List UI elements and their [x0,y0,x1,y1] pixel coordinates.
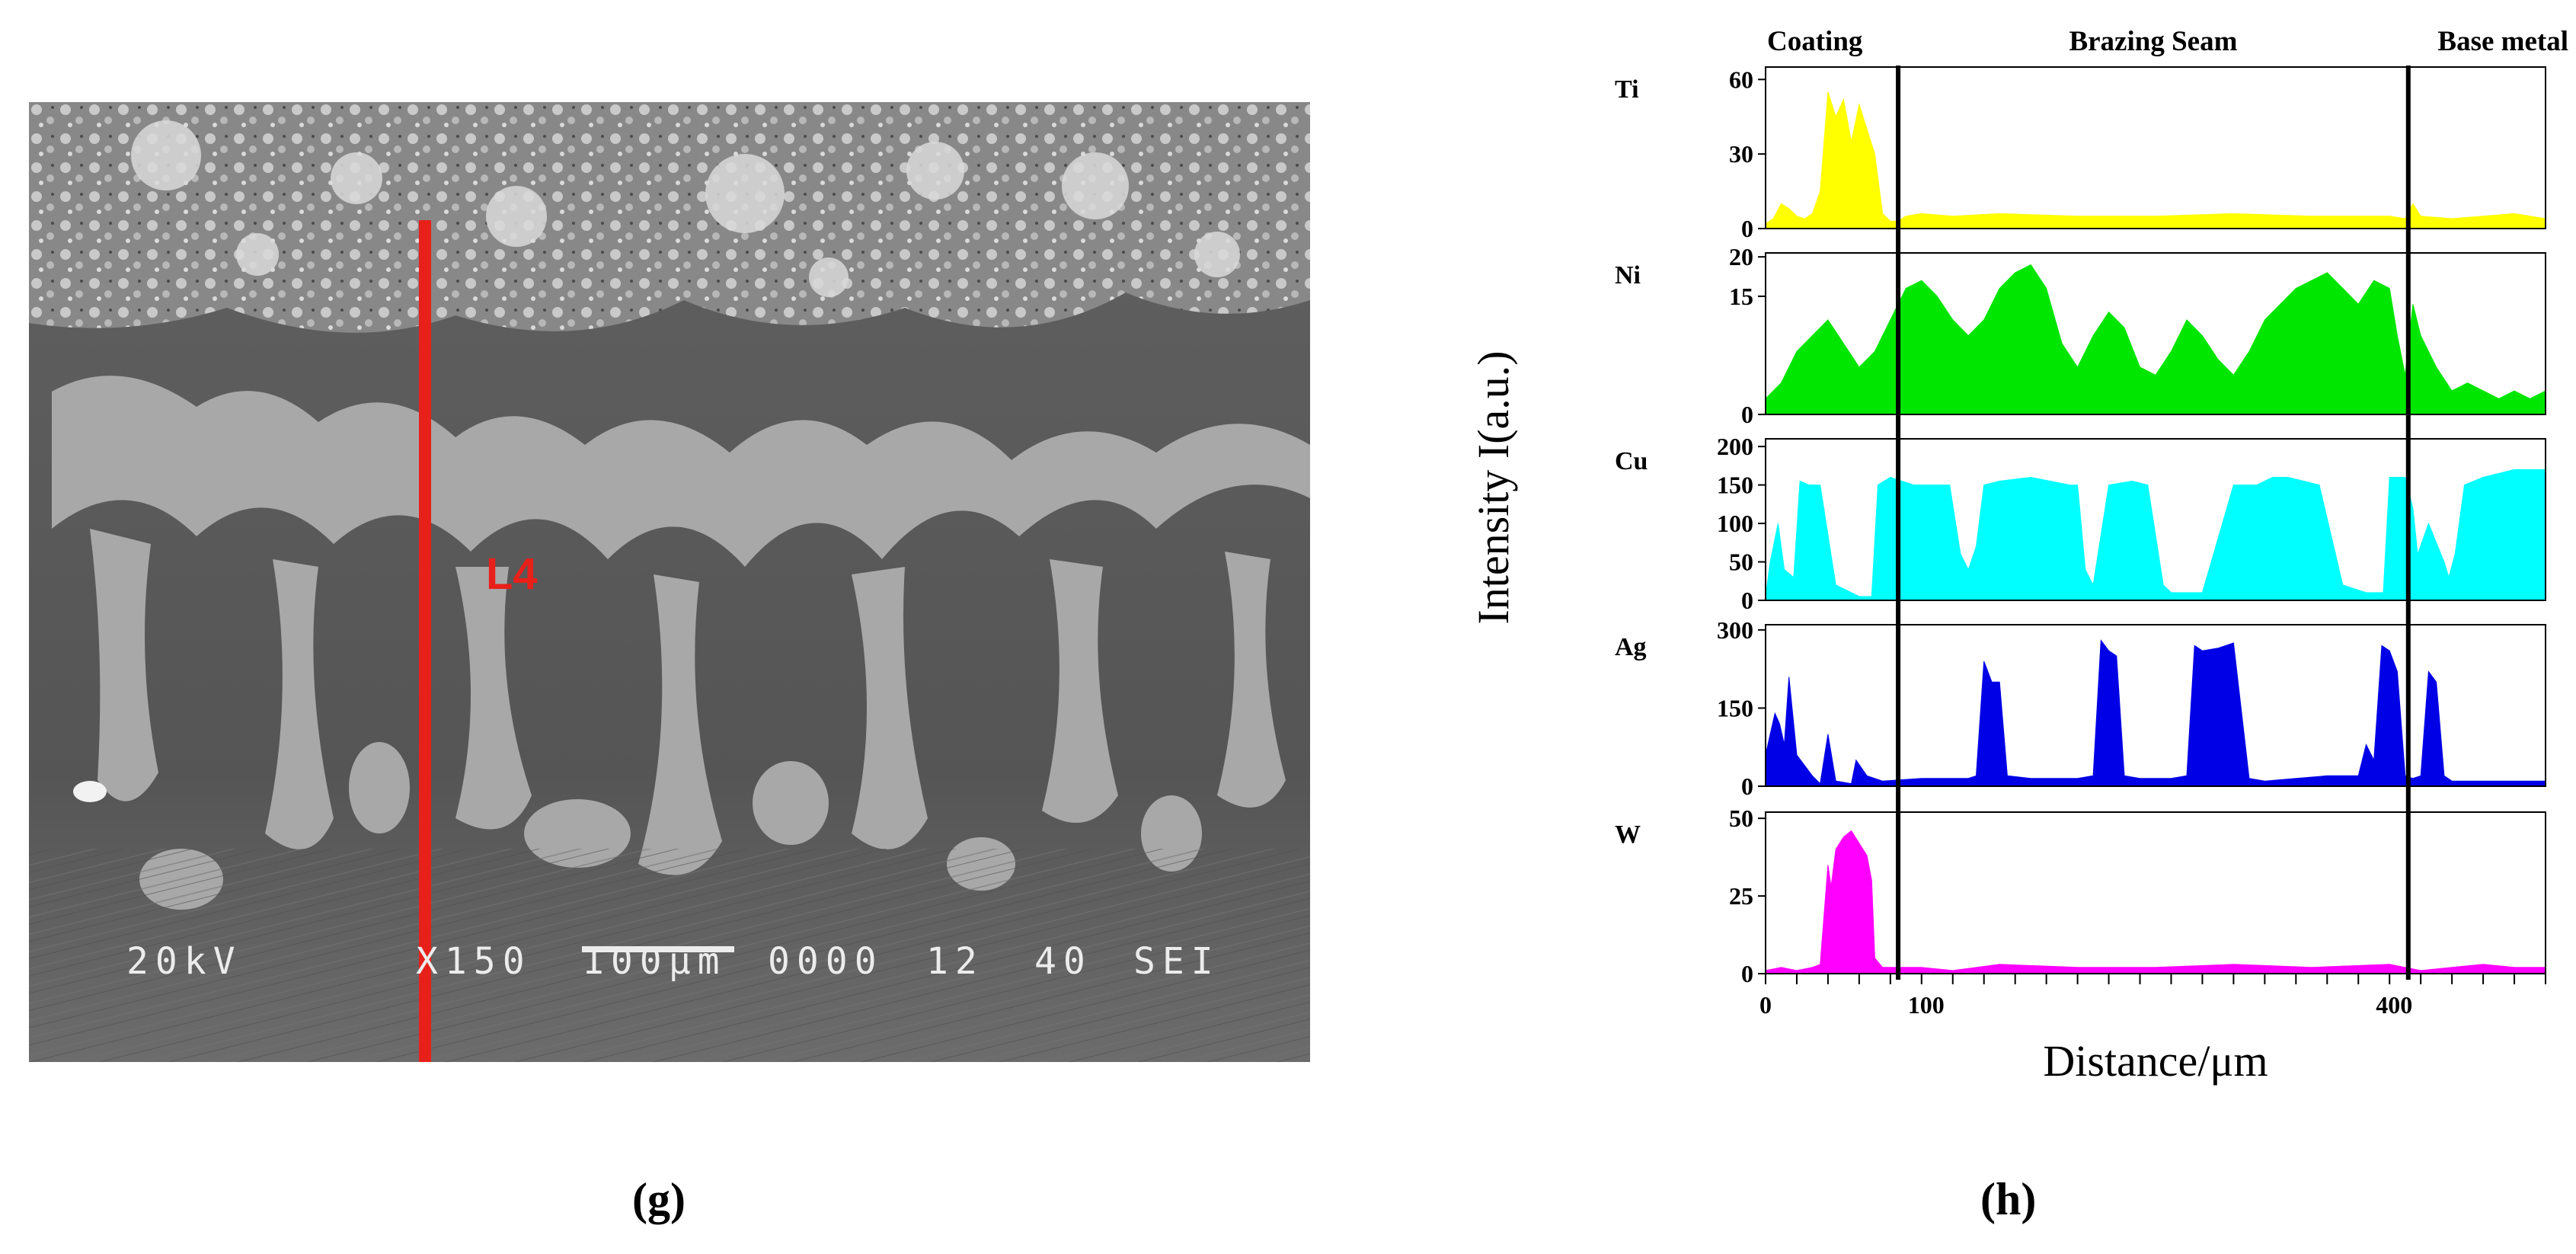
ytick-label-cu: 50 [1729,549,1753,576]
ytick-label-ni: 0 [1741,401,1753,428]
sem-micrograph: L4 20kV X150 100µm 0000 12 40 SEI [29,102,1310,1062]
series-ag-area [1765,639,2546,787]
panel-label-h: (h) [1980,1174,2037,1224]
scan-line [419,220,431,1062]
xtick-label: 400 [2376,991,2412,1019]
xtick-label: 100 [1908,991,1945,1019]
ytick-label-ni: 15 [1729,283,1753,310]
ytick-label-ti: 30 [1729,140,1753,168]
element-label-ni: Ni [1615,261,1641,290]
panel-label-g: (g) [632,1174,686,1224]
element-label-cu: Cu [1615,447,1648,475]
ytick-label-w: 0 [1741,960,1753,987]
panel-frame-ni [1765,252,2546,415]
chart-canvas: Ti 0 30 60 Ni 0 15 20 Cu 0 50 100 150 200 Ag 0 150 300 W 0 2… [1469,26,2568,1086]
sem-image [29,102,1310,1062]
element-label-ti: Ti [1615,75,1639,104]
info-wd: 12 [926,940,984,983]
ytick-label-cu: 200 [1717,433,1753,460]
series-cu-area [1765,469,2546,601]
panel-frame-ag [1765,624,2546,787]
ytick-label-ag: 300 [1717,616,1753,644]
info-mode: SEI [1133,940,1220,983]
region-label-coating: Coating [1767,26,1863,57]
scale-bar [582,946,734,952]
xtick-label: 0 [1759,991,1772,1019]
y-axis-title: Intensity I(a.u.) [1469,350,1518,624]
series-w-area [1765,830,2546,974]
info-spot: 40 [1034,940,1092,983]
element-label-ag: Ag [1615,633,1647,661]
panel-frame-cu [1765,438,2546,601]
ytick-label-ni: 20 [1729,243,1753,270]
ytick-label-cu: 0 [1741,587,1753,614]
ytick-label-cu: 150 [1717,472,1753,499]
element-label-w: W [1615,821,1641,849]
ytick-label-w: 25 [1729,882,1753,910]
x-axis-title: Distance/μm [2043,1036,2268,1086]
region-label-base-metal: Base metal [2437,26,2568,57]
info-magnification: X150 [416,940,532,983]
region-label-brazing-seam: Brazing Seam [2069,26,2237,57]
ytick-label-w: 50 [1729,805,1753,832]
ytick-label-ti: 0 [1741,215,1753,242]
series-ni-area [1765,264,2546,415]
ytick-label-cu: 100 [1717,510,1753,537]
eds-line-scan-chart: Ti 0 30 60 Ni 0 15 20 Cu 0 50 100 150 200 Ag 0 150 300 W 0 2… [1447,0,2576,1112]
ytick-label-ti: 60 [1729,66,1753,93]
ytick-label-ag: 0 [1741,773,1753,800]
info-code: 0000 [768,940,884,983]
scan-line-label: L4 [486,549,538,599]
info-scale: 100µm [582,940,727,983]
series-ti-area [1765,91,2546,229]
ytick-label-ag: 150 [1717,694,1753,721]
panel-frame-ti [1765,66,2546,229]
info-voltage: 20kV [126,940,242,983]
panel-frame-w [1765,811,2546,974]
